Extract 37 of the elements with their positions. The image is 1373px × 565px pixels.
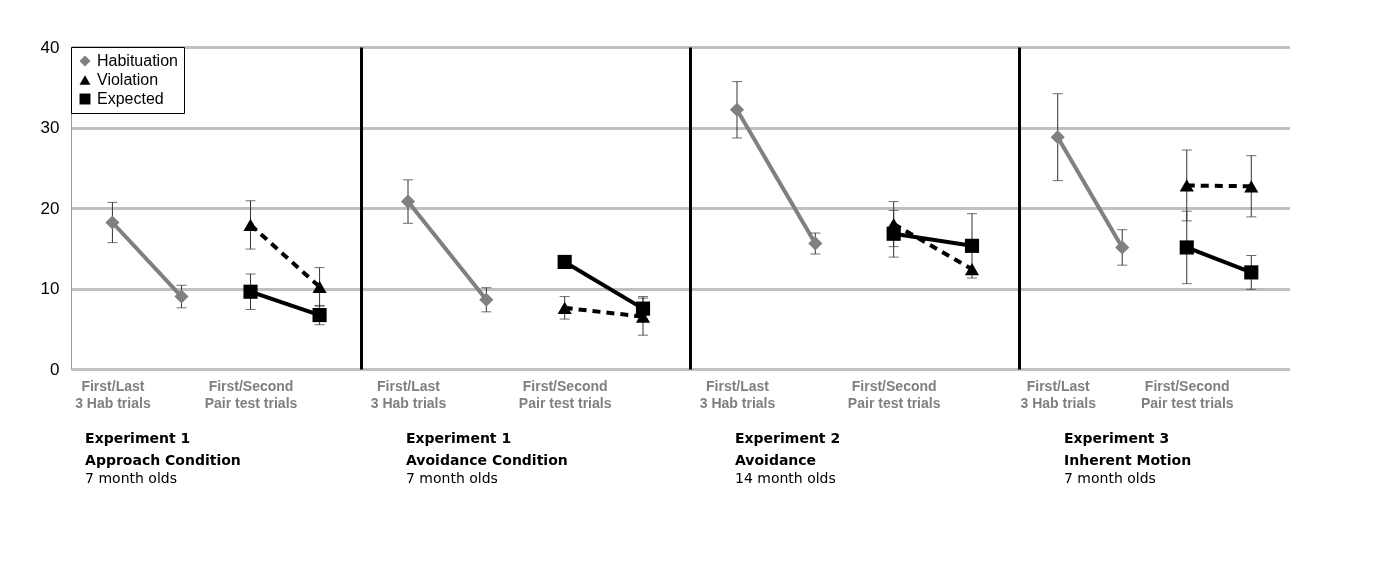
- x-tick-label: First/Last 3 Hab trials: [699, 377, 776, 411]
- point: [808, 236, 823, 251]
- point: [400, 194, 416, 209]
- text: Experiment 3 Inherent Motion: [1064, 430, 1192, 468]
- y-tick-label: 10: [40, 279, 60, 298]
- legend-label: Habituation: [97, 52, 178, 69]
- point: [243, 284, 258, 299]
- point: [964, 238, 980, 253]
- point: [105, 215, 120, 230]
- point: [174, 289, 189, 304]
- text: Experiment 1 Approach Condition: [85, 430, 241, 468]
- point: [729, 102, 745, 117]
- point: [1179, 240, 1194, 255]
- point: [1244, 265, 1259, 280]
- text: Experiment 1 Avoidance Condition: [406, 430, 568, 468]
- legend-label: Violation: [97, 71, 159, 88]
- x-tick-label: First/Last 3 Hab trials: [370, 377, 447, 411]
- x-tick-label: First/Last 3 Hab trials: [1020, 377, 1097, 411]
- text: Experiment 2 Avoidance: [735, 430, 841, 468]
- x-tick-label: First/Second Pair test trials: [518, 377, 612, 411]
- y-tick-label: 20: [40, 198, 60, 218]
- x-tick-label: First/Last 3 Hab trials: [75, 377, 151, 411]
- x-tick-label: First/Second Pair test trials: [847, 377, 941, 411]
- legend-label: Expected: [97, 90, 164, 107]
- x-tick-label: First/Second Pair test trials: [1140, 377, 1234, 411]
- point: [1050, 130, 1065, 145]
- y-tick-label: 0: [50, 359, 60, 379]
- point: [1115, 240, 1130, 255]
- text: 7 month olds: [85, 470, 177, 486]
- text: 7 month olds: [1064, 470, 1156, 486]
- text: 7 month olds: [406, 470, 498, 486]
- point: [557, 254, 572, 270]
- text: 14 month olds: [735, 470, 836, 486]
- y-tick-label: 30: [40, 118, 60, 137]
- point: [479, 292, 494, 307]
- y-tick-label: 40: [40, 37, 60, 57]
- x-tick-label: First/Second Pair test trials: [204, 377, 298, 411]
